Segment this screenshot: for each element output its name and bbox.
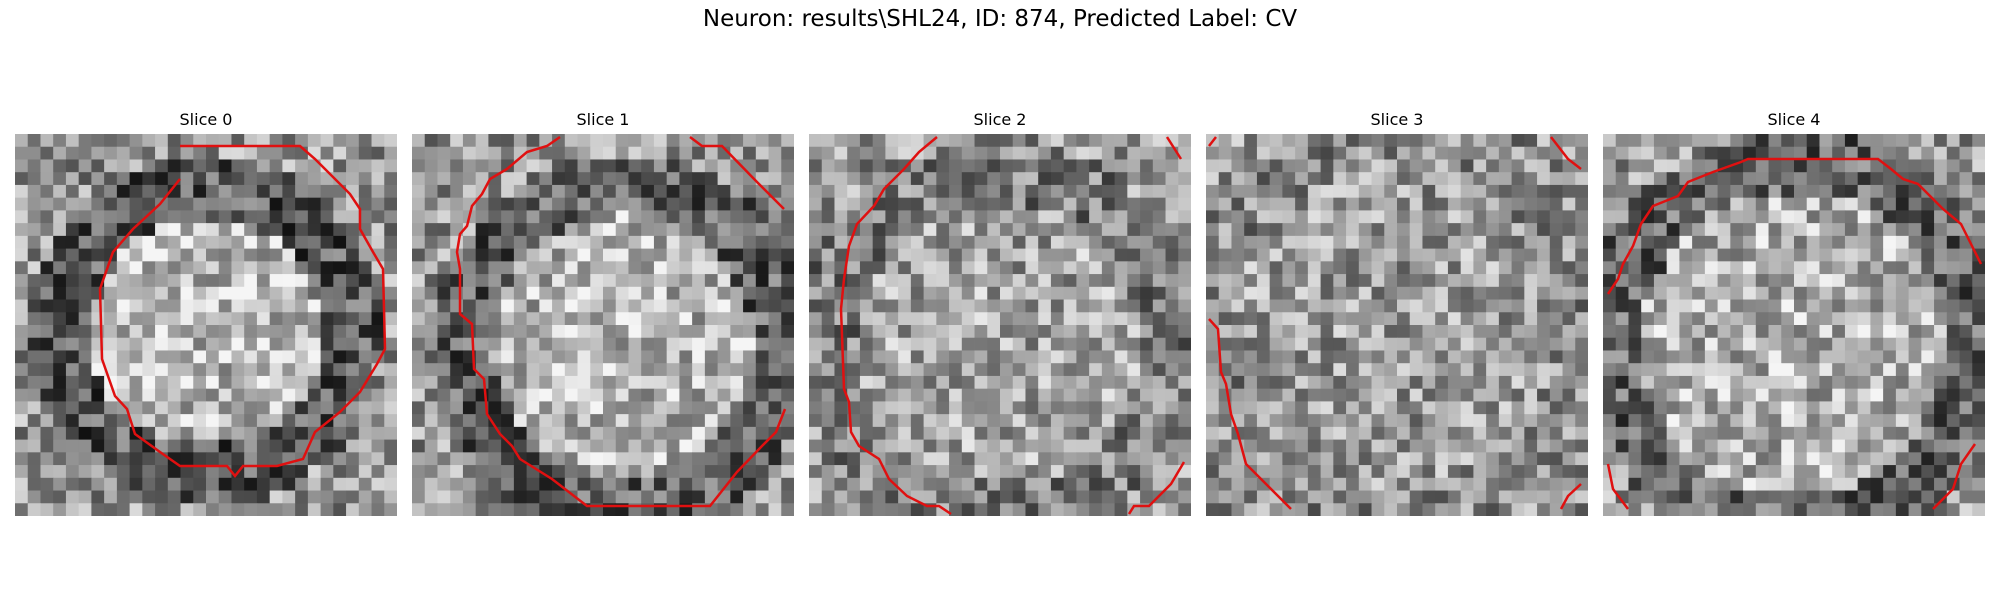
slice-image xyxy=(1603,134,1985,516)
cell-contour xyxy=(689,136,785,210)
cell-contour xyxy=(1559,483,1582,510)
cell-contour xyxy=(839,136,952,516)
cell-contour xyxy=(1932,443,1977,510)
slice-image xyxy=(15,134,397,516)
slice-title: Slice 1 xyxy=(576,110,630,129)
cell-contour xyxy=(1606,157,1983,295)
cell-contour xyxy=(98,144,387,479)
slice-title: Slice 2 xyxy=(973,110,1027,129)
cell-contour xyxy=(1208,318,1292,510)
slice-panel-4: Slice 4 xyxy=(1603,110,1985,516)
cell-contour xyxy=(455,135,787,508)
slice-title: Slice 3 xyxy=(1370,110,1424,129)
slice-title: Slice 0 xyxy=(179,110,233,129)
cell-contour xyxy=(1606,463,1629,510)
slice-panel-2: Slice 2 xyxy=(809,110,1191,516)
slice-panel-3: Slice 3 xyxy=(1206,110,1588,516)
slice-image xyxy=(412,134,794,516)
slice-image xyxy=(809,134,1191,516)
cell-contour xyxy=(1550,136,1582,170)
cell-contour xyxy=(1165,136,1183,160)
figure-title: Neuron: results\SHL24, ID: 874, Predicte… xyxy=(702,6,1298,32)
slice-panel-0: Slice 0 xyxy=(15,110,397,516)
cell-contour xyxy=(1127,461,1186,515)
cell-contour xyxy=(1208,136,1217,147)
slice-image xyxy=(1206,134,1588,516)
slice-panel-1: Slice 1 xyxy=(412,110,794,516)
slice-title: Slice 4 xyxy=(1767,110,1821,129)
